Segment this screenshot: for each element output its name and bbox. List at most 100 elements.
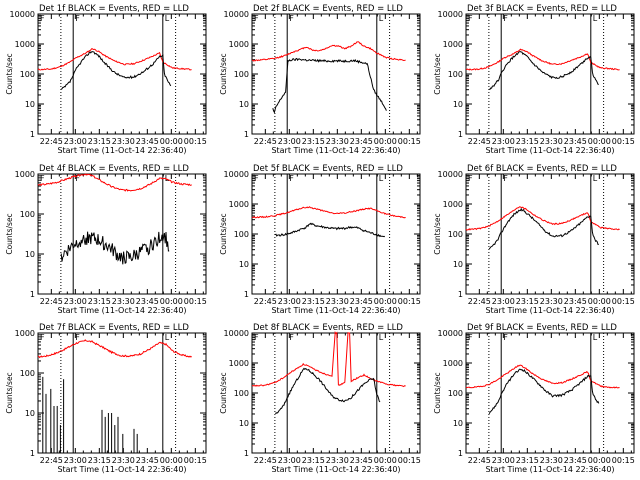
y-tick-label: 10 — [239, 260, 249, 269]
x-tick-label: 22:45 — [40, 456, 63, 465]
x-tick-label: 23:30 — [540, 297, 563, 306]
edge-marker: F — [40, 333, 45, 342]
marker-L: L — [593, 174, 598, 183]
marker-L: L — [165, 174, 170, 183]
plot-frame — [251, 13, 421, 135]
x-axis-label: Start Time (11-Oct-14 22:36:40) — [57, 306, 186, 315]
marker-F: F — [289, 174, 294, 183]
x-axis-label: Start Time (11-Oct-14 22:36:40) — [271, 306, 400, 315]
y-tick-label: 1000 — [443, 359, 463, 368]
edge-marker: F — [468, 333, 473, 342]
x-tick-label: 23:00 — [492, 297, 515, 306]
marker-L: L — [593, 14, 598, 23]
x-tick-label: 22:45 — [254, 137, 277, 146]
y-tick-label: 1 — [30, 290, 35, 299]
marker-F: F — [289, 333, 294, 342]
panel-title: Det 9f BLACK = Events, RED = LLD — [467, 323, 617, 333]
edge-marker: F — [254, 174, 259, 183]
edge-marker: F — [40, 14, 45, 23]
x-tick-label: 23:00 — [278, 456, 301, 465]
x-tick-label: 00:00 — [374, 297, 397, 306]
marker-F: F — [503, 174, 508, 183]
panel-9: Det 9f BLACK = Events, RED = LLD 1 10 100 10… — [433, 323, 635, 474]
marker-L: L — [165, 14, 170, 23]
x-tick-label: 00:00 — [588, 137, 611, 146]
x-tick-label: 00:15 — [184, 137, 207, 146]
y-tick-label: 10 — [453, 260, 463, 269]
x-tick-label: 23:30 — [326, 297, 349, 306]
y-tick-label: 100 — [448, 230, 463, 239]
lld-series-line — [465, 48, 620, 71]
panel-8: Det 8f BLACK = Events, RED = LLD 1 10 100 10… — [219, 323, 421, 474]
x-tick-label: 23:45 — [136, 456, 159, 465]
marker-L: L — [593, 333, 598, 342]
x-tick-label: 23:45 — [350, 137, 373, 146]
y-tick-label: 10 — [239, 100, 249, 109]
x-tick-label: 23:45 — [564, 137, 587, 146]
x-tick-label: 22:45 — [40, 297, 63, 306]
x-tick-label: 23:30 — [112, 137, 135, 146]
lld-series-line — [37, 48, 192, 71]
y-tick-label: 10000 — [438, 10, 463, 19]
x-tick-label: 23:15 — [516, 137, 539, 146]
x-tick-label: 00:00 — [160, 456, 183, 465]
x-tick-label: 22:45 — [468, 297, 491, 306]
x-tick-label: 23:00 — [278, 297, 301, 306]
y-tick-label: 1000 — [229, 359, 249, 368]
x-tick-label: 00:15 — [184, 456, 207, 465]
x-tick-label: 00:00 — [160, 137, 183, 146]
y-tick-label: 10 — [453, 100, 463, 109]
x-tick-label: 00:15 — [398, 297, 421, 306]
x-tick-label: 23:30 — [326, 137, 349, 146]
marker-L: L — [379, 174, 384, 183]
x-tick-label: 23:00 — [278, 137, 301, 146]
y-tick-label: 10000 — [10, 10, 35, 19]
y-tick-label: 1 — [244, 290, 249, 299]
events-series-line — [60, 231, 170, 265]
y-tick-label: 10 — [25, 100, 35, 109]
x-tick-label: 23:45 — [564, 297, 587, 306]
x-tick-label: 23:30 — [326, 456, 349, 465]
plot-frame — [37, 173, 207, 295]
y-tick-label: 100 — [234, 230, 249, 239]
marker-L: L — [379, 14, 384, 23]
panel-title: Det 7f BLACK = Events, RED = LLD — [39, 323, 189, 333]
y-tick-label: 1000 — [443, 40, 463, 49]
x-tick-label: 00:15 — [612, 297, 635, 306]
marker-F: F — [503, 14, 508, 23]
panel-6: Det 6f BLACK = Events, RED = LLD 1 10 100 10… — [433, 164, 635, 315]
y-tick-label: 1000 — [229, 200, 249, 209]
panel-title: Det 5f BLACK = Events, RED = LLD — [253, 164, 403, 174]
y-tick-label: 100 — [20, 369, 35, 378]
x-tick-label: 00:00 — [588, 297, 611, 306]
x-tick-label: 23:45 — [350, 297, 373, 306]
marker-F: F — [75, 174, 80, 183]
y-axis-label: Counts/sec — [219, 372, 228, 413]
x-axis-label: Start Time (11-Oct-14 22:36:40) — [57, 146, 186, 155]
panel-7: Det 7f BLACK = Events, RED = LLD 1 10 100 10… — [5, 323, 207, 474]
lld-series-line — [251, 331, 406, 388]
edge-marker: F — [254, 333, 259, 342]
y-tick-label: 1 — [244, 130, 249, 139]
x-tick-label: 00:00 — [374, 456, 397, 465]
x-tick-label: 23:00 — [492, 456, 515, 465]
marker-F: F — [289, 14, 294, 23]
y-tick-label: 10000 — [224, 170, 249, 179]
lld-series-line — [37, 173, 192, 192]
y-tick-label: 10000 — [438, 170, 463, 179]
panel-3: Det 3f BLACK = Events, RED = LLD 1 10 100 10… — [433, 4, 635, 155]
edge-marker: F — [254, 14, 259, 23]
y-axis-label: Counts/sec — [5, 372, 14, 413]
x-tick-label: 23:15 — [302, 137, 325, 146]
y-tick-label: 100 — [448, 389, 463, 398]
y-axis-label: Counts/sec — [219, 53, 228, 94]
lld-series-line — [37, 339, 192, 359]
y-axis-label: Counts/sec — [433, 372, 442, 413]
x-tick-label: 22:45 — [468, 456, 491, 465]
y-tick-label: 1 — [458, 449, 463, 458]
events-series-line — [489, 51, 599, 90]
y-tick-label: 10 — [25, 409, 35, 418]
marker-F: F — [503, 333, 508, 342]
edge-marker: F — [40, 174, 45, 183]
